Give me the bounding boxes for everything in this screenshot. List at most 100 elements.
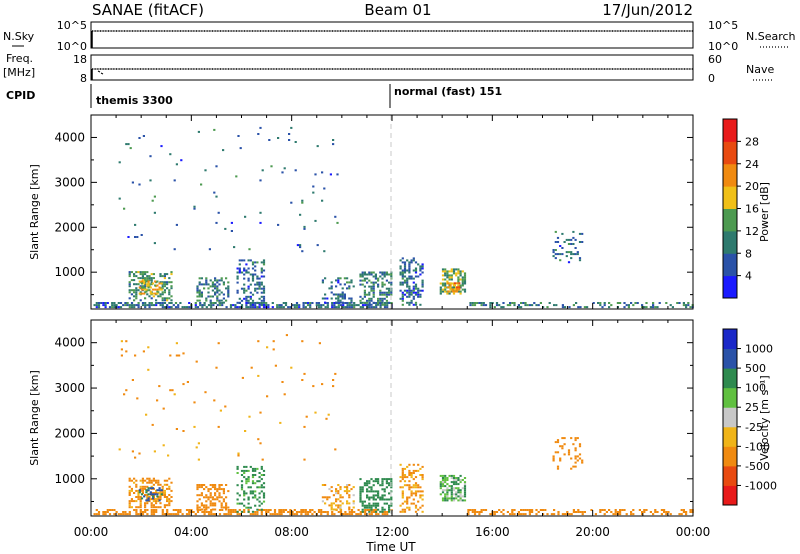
velocity-cell [203,513,206,516]
velocity-cell [513,509,516,511]
velocity-cell [196,486,199,489]
velocity-cell [285,334,288,337]
velocity-cell [332,385,335,388]
velocity-cell [241,376,244,379]
power-cell [361,275,364,278]
power-cell [139,291,142,294]
velocity-cell [148,481,151,484]
velocity-cell [225,484,228,486]
velocity-cell [346,513,349,516]
power-cell [458,288,461,291]
power-cell [249,295,252,298]
velocity-cell [156,495,159,498]
power-cell [183,306,186,309]
power-cell [214,277,217,280]
velocity-cell [128,492,131,494]
velocity-cell [346,486,349,489]
velocity-cell [306,511,310,513]
power-cell [168,306,171,309]
cpid-program-2: normal (fast) 151 [394,85,502,98]
nsearch-tick-bottom: 10^0 [708,40,738,53]
power-cell [254,306,257,309]
velocity-cell [168,485,171,488]
power-cell [161,297,164,300]
power-cell [295,306,299,309]
power-cell [645,306,648,309]
power-cell [401,299,404,302]
velocity-cell [321,500,324,503]
power-cell [198,293,201,296]
power-cell [563,241,566,243]
power-cell [203,283,206,286]
velocity-cell [150,513,153,516]
velocity-cell [414,492,418,495]
velocity-cell [209,494,212,497]
power-cell [370,289,373,292]
power-cell [552,251,555,254]
velocity-cell [524,509,527,511]
power-cell [143,292,146,295]
velocity-cell [240,488,244,491]
velocity-cell [251,474,255,476]
velocity-cell [361,502,364,505]
power-cell [205,277,208,280]
power-cell [254,289,257,292]
power-cell [456,282,459,285]
power-cell [243,269,246,272]
velocity-cell [320,511,323,513]
power-cell [139,273,142,276]
power-cell [203,302,206,304]
power-cell [227,289,230,292]
power-cell [256,287,259,290]
power-cell [312,185,315,188]
power-cell [166,273,169,276]
velocity-cell [377,480,380,483]
power-cell [251,302,255,304]
power-cell [249,297,252,300]
velocity-cell [170,500,173,503]
velocity-cell [346,490,349,493]
velocity-cell [210,509,213,511]
power-cell [158,286,161,289]
velocity-cell [203,496,206,499]
power-cell [236,281,239,284]
velocity-cell [155,498,158,501]
velocity-cell [366,506,369,509]
power-cell [368,302,371,304]
velocity-cell [498,509,501,511]
velocity-cell [216,498,219,501]
power-cell [258,285,261,288]
velocity-cell [412,502,415,505]
power-cell [260,291,263,294]
velocity-cell [401,472,404,474]
velocity-cell [128,494,131,496]
power-cell [144,273,147,276]
nsearch-tick-top: 10^5 [708,19,738,32]
power-cell [205,283,208,286]
velocity-cell [330,506,333,509]
velocity-cell [214,488,217,491]
velocity-cell [321,484,324,486]
velocity-cell [352,500,355,503]
power-cell [456,286,459,289]
velocity-cell [240,480,244,483]
power-cell [461,280,464,283]
velocity-cell [526,509,529,511]
velocity-cell [218,509,222,511]
power-cell [224,227,227,230]
power-cell [414,287,418,290]
power-cell [444,282,447,285]
velocity-cell [377,502,380,505]
velocity-cell [399,504,402,507]
power-cell [406,269,409,272]
velocity-cell [348,496,351,499]
power-cell [237,135,240,137]
power-cell [124,304,127,307]
velocity-cell [476,511,479,513]
velocity-cell [303,372,306,375]
power-cell [139,277,142,280]
power-cell [161,304,164,307]
velocity-cell [196,508,199,511]
power-cell [321,171,324,174]
power-cell [463,290,467,293]
